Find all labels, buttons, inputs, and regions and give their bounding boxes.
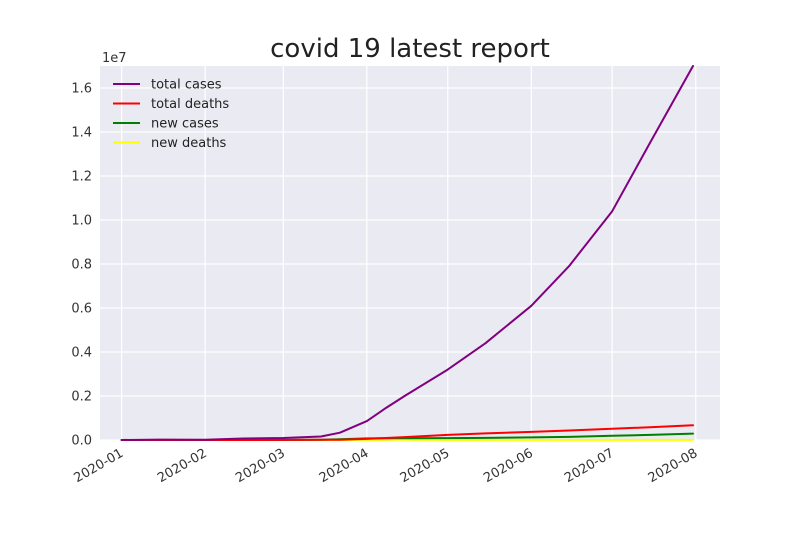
y-tick-label: 0.6: [71, 302, 92, 317]
x-tick-label: 2020-03: [233, 446, 288, 486]
series-lines: [120, 65, 694, 441]
y-tick-label: 1.6: [71, 82, 92, 97]
y-tick-label: 1.4: [71, 126, 92, 141]
x-tick-label: 2020-07: [562, 446, 617, 486]
legend-label: new cases: [151, 117, 219, 132]
x-tick-label: 2020-05: [398, 446, 453, 486]
y-offset-label: 1e7: [102, 51, 127, 66]
x-tick-label: 2020-01: [72, 446, 127, 486]
plot-area: [100, 66, 720, 440]
series-line-total-cases: [120, 65, 694, 441]
y-tick-label: 1.0: [71, 214, 92, 229]
y-tick-label: 0.0: [71, 434, 92, 449]
legend: total cases total deaths new cases new deat…: [113, 78, 229, 151]
y-tick-label: 0.2: [71, 390, 92, 405]
x-tick-label: 2020-02: [155, 446, 210, 486]
y-tick-label: 0.8: [71, 258, 92, 273]
series-line-total-deaths: [120, 424, 694, 441]
grid: [100, 66, 720, 441]
x-tick-label: 2020-08: [646, 446, 701, 486]
chart-title: covid 19 latest report: [270, 34, 550, 64]
x-tick-label: 2020-04: [317, 446, 372, 486]
x-tick-label: 2020-06: [481, 446, 536, 486]
legend-label: new deaths: [151, 136, 227, 151]
legend-label: total deaths: [151, 97, 229, 112]
x-axis-ticks: 2020-01 2020-02 2020-03 2020-04 2020-05 2020-…: [72, 446, 701, 486]
y-axis-ticks: 0.0 0.2 0.4 0.6 0.8 1.0 1.2 1.4 1.6: [71, 82, 92, 449]
y-tick-label: 1.2: [71, 170, 92, 185]
y-tick-label: 0.4: [71, 346, 92, 361]
legend-label: total cases: [151, 78, 222, 93]
